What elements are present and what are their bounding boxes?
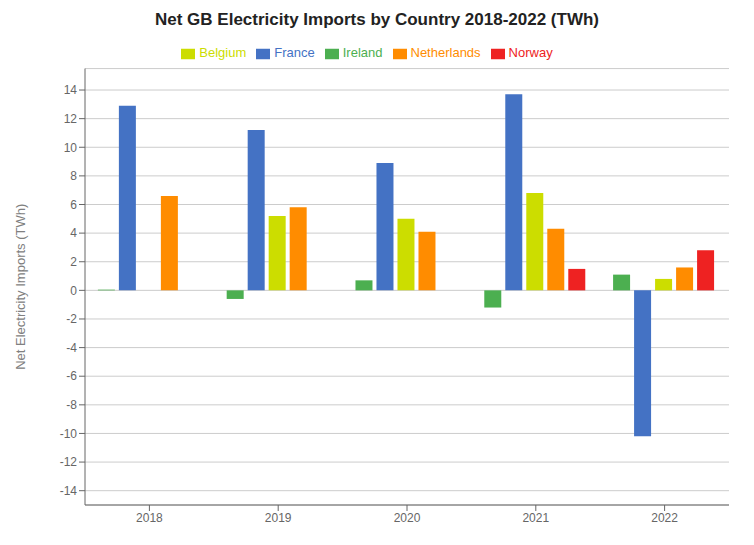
html-text:Norway: Norway bbox=[508, 45, 553, 60]
svg-text:2020: 2020 bbox=[394, 511, 421, 525]
svg-text:-2: -2 bbox=[66, 312, 77, 326]
svg-text:-10: -10 bbox=[60, 427, 78, 441]
svg-text:-6: -6 bbox=[66, 369, 77, 383]
svg-text:-8: -8 bbox=[66, 398, 77, 412]
svg-text:14: 14 bbox=[64, 83, 78, 97]
svg-text:2021: 2021 bbox=[522, 511, 549, 525]
svg-text:10: 10 bbox=[64, 141, 78, 155]
svg-text:4: 4 bbox=[70, 226, 77, 240]
svg-text:2019: 2019 bbox=[265, 511, 292, 525]
html-text:Ireland: Ireland bbox=[342, 45, 383, 60]
svg-text:2: 2 bbox=[70, 255, 77, 269]
svg-text:2022: 2022 bbox=[651, 511, 678, 525]
html-text:Net GB Electricity Imports by: Net GB Electricity Imports by Country 20… bbox=[155, 10, 599, 29]
html-text:Netherlands: Netherlands bbox=[410, 45, 481, 60]
svg-text:-12: -12 bbox=[60, 455, 78, 469]
svg-text:2018: 2018 bbox=[136, 511, 163, 525]
svg-text:0: 0 bbox=[70, 284, 77, 298]
svg-text:-4: -4 bbox=[66, 341, 77, 355]
html-text:Belgium: Belgium bbox=[199, 45, 247, 60]
svg-text:Net Electricity Imports (TWh): Net Electricity Imports (TWh) bbox=[13, 204, 28, 370]
svg-text:8: 8 bbox=[70, 169, 77, 183]
svg-text:12: 12 bbox=[64, 112, 78, 126]
html-text:France: France bbox=[274, 45, 315, 60]
svg-text:-14: -14 bbox=[60, 484, 78, 498]
svg-text:6: 6 bbox=[70, 198, 77, 212]
